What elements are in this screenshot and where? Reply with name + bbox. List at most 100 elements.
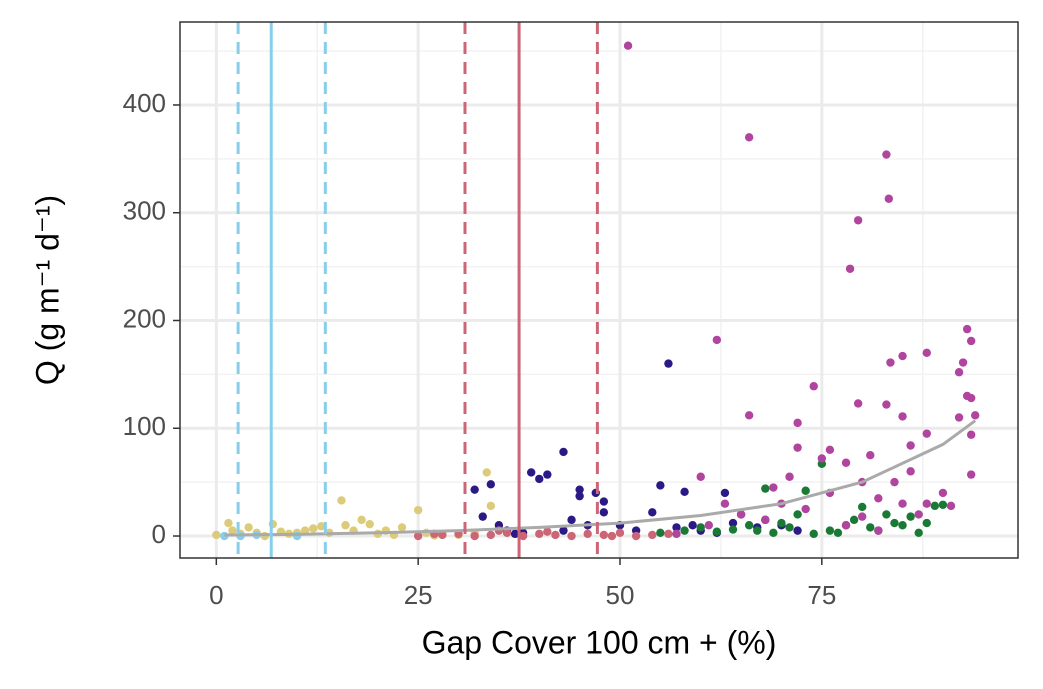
point xyxy=(853,399,863,408)
point xyxy=(696,472,705,481)
point xyxy=(906,512,915,521)
point xyxy=(317,522,326,531)
point xyxy=(833,528,843,537)
point xyxy=(922,518,931,528)
point xyxy=(898,351,907,361)
point xyxy=(886,358,895,367)
point xyxy=(397,523,407,532)
point xyxy=(543,527,552,536)
point xyxy=(930,501,940,511)
point xyxy=(849,515,859,525)
point xyxy=(244,523,253,532)
point xyxy=(337,496,346,505)
point xyxy=(413,531,423,541)
point xyxy=(962,324,972,334)
point xyxy=(728,518,738,528)
point xyxy=(809,382,818,391)
point xyxy=(841,458,851,467)
point xyxy=(777,518,786,528)
point xyxy=(946,501,956,511)
point xyxy=(672,523,681,532)
point xyxy=(898,499,907,508)
point xyxy=(761,484,770,493)
point xyxy=(938,500,948,509)
point xyxy=(720,499,730,508)
x-tick-label: 25 xyxy=(404,580,433,610)
point xyxy=(502,528,512,537)
point xyxy=(914,528,923,537)
point xyxy=(890,477,899,487)
point xyxy=(518,531,528,541)
point xyxy=(482,468,491,477)
point xyxy=(744,521,754,530)
point xyxy=(664,359,673,368)
point xyxy=(736,510,746,519)
point xyxy=(793,526,802,535)
y-tick-label: 100 xyxy=(123,411,166,441)
point xyxy=(809,529,818,539)
point xyxy=(857,512,867,521)
point xyxy=(914,510,923,519)
point xyxy=(938,488,948,498)
point xyxy=(966,430,976,439)
point xyxy=(958,358,968,367)
point xyxy=(922,499,931,508)
point xyxy=(922,348,931,358)
point xyxy=(966,470,976,479)
point xyxy=(769,483,778,492)
point xyxy=(704,521,713,530)
point xyxy=(543,470,552,479)
point xyxy=(825,526,835,535)
point xyxy=(680,526,689,535)
point xyxy=(712,335,722,345)
point xyxy=(648,530,657,540)
point xyxy=(785,523,794,532)
x-axis-title: Gap Cover 100 cm + (%) xyxy=(422,624,777,660)
point xyxy=(817,454,827,463)
point xyxy=(365,519,374,529)
point xyxy=(720,488,730,498)
point xyxy=(551,530,560,540)
y-tick-label: 200 xyxy=(123,303,166,333)
point xyxy=(906,441,915,450)
point xyxy=(623,41,633,50)
point xyxy=(212,530,221,540)
point xyxy=(801,486,810,495)
point xyxy=(793,418,802,428)
point xyxy=(744,411,754,420)
point xyxy=(478,512,487,521)
point xyxy=(954,413,964,422)
plot-area xyxy=(180,22,1018,558)
point xyxy=(631,531,641,541)
point xyxy=(761,515,770,525)
point xyxy=(341,521,350,530)
point xyxy=(607,531,617,541)
point xyxy=(793,443,802,452)
point xyxy=(583,529,592,539)
point xyxy=(438,530,447,540)
y-tick-label: 0 xyxy=(152,519,166,549)
point xyxy=(357,515,366,525)
point xyxy=(882,510,891,519)
point xyxy=(753,526,762,535)
point xyxy=(882,150,891,159)
point xyxy=(954,368,964,377)
point xyxy=(648,508,657,517)
point xyxy=(486,501,496,511)
point xyxy=(971,411,980,420)
point xyxy=(413,505,423,515)
point xyxy=(559,447,568,457)
point xyxy=(857,502,867,512)
point xyxy=(696,523,705,532)
point xyxy=(825,445,835,455)
point xyxy=(470,485,479,494)
point xyxy=(769,528,778,537)
point xyxy=(801,504,810,514)
point xyxy=(567,515,576,525)
fit-line xyxy=(224,419,977,537)
y-axis-title: Q (g m⁻¹ d⁻¹) xyxy=(29,195,65,385)
point xyxy=(535,529,544,539)
point xyxy=(510,529,520,539)
y-tick-label: 300 xyxy=(123,196,166,226)
